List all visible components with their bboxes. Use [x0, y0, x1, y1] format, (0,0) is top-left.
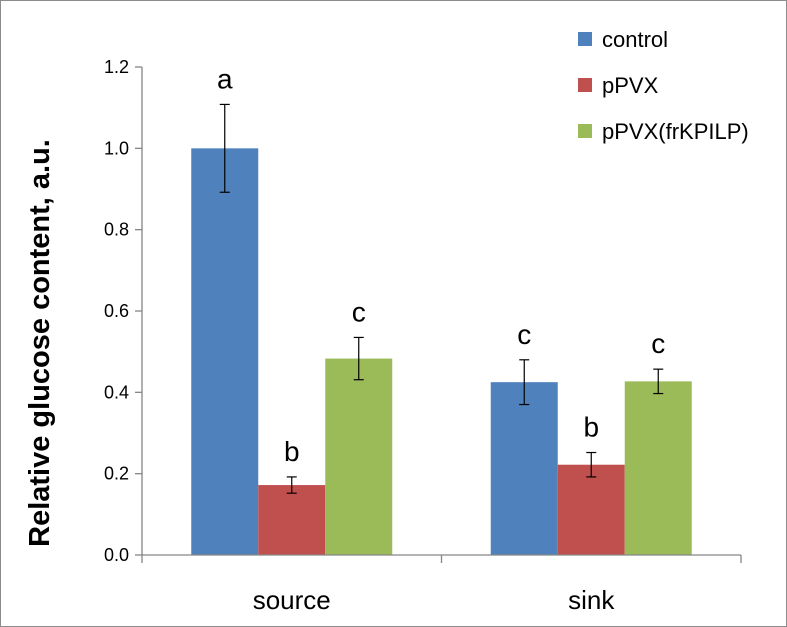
- legend-swatch: [578, 78, 592, 92]
- bars-group: [191, 148, 692, 556]
- legend-swatch: [578, 124, 592, 138]
- legend-swatch: [578, 32, 592, 46]
- y-axis-label: Relative glucose content, a.u.: [24, 139, 56, 547]
- y-tick-label: 0.0: [104, 545, 129, 565]
- significance-labels-group: a b c c b c: [217, 63, 665, 467]
- bar: [258, 485, 326, 555]
- bar: [624, 381, 692, 555]
- y-tick-label: 0.2: [104, 464, 129, 484]
- significance-label: b: [284, 436, 300, 467]
- y-tick-label: 0.6: [104, 301, 129, 321]
- significance-label: c: [651, 328, 665, 359]
- bar: [191, 148, 259, 556]
- bar: [325, 358, 393, 555]
- y-tick-label: 1.2: [104, 57, 129, 77]
- y-ticks-group: 0.0 0.2 0.4 0.6 0.8 1.0 1.2: [104, 57, 142, 565]
- significance-label: b: [583, 412, 599, 443]
- x-category-label: sink: [568, 585, 615, 615]
- y-tick-label: 0.4: [104, 382, 129, 402]
- significance-label: c: [352, 296, 366, 327]
- x-ticks-group: source sink: [141, 555, 742, 615]
- legend-label: control: [602, 27, 668, 52]
- y-tick-label: 1.0: [104, 138, 129, 158]
- x-category-label: source: [253, 585, 331, 615]
- significance-label: c: [517, 319, 531, 350]
- bar: [490, 382, 558, 555]
- legend-label: pPVX: [602, 73, 659, 98]
- significance-label: a: [217, 63, 233, 94]
- bar: [557, 464, 625, 555]
- legend-label: pPVX(frKPILP): [602, 119, 749, 144]
- error-bars-group: [219, 103, 664, 494]
- legend: control pPVX pPVX(frKPILP): [578, 27, 749, 144]
- y-tick-label: 0.8: [104, 220, 129, 240]
